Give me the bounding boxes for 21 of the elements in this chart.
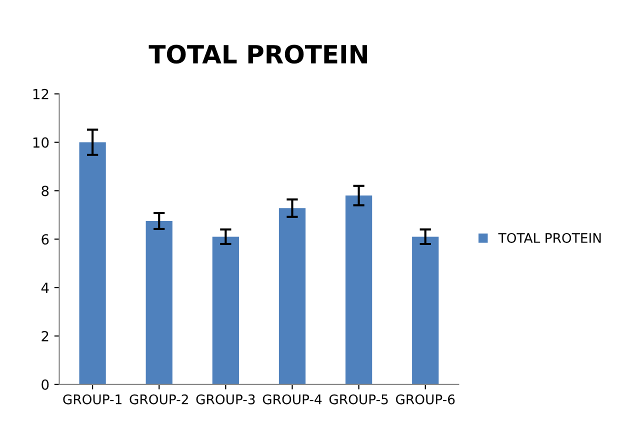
bar — [79, 142, 106, 384]
legend-label: TOTAL PROTEIN — [498, 232, 601, 243]
x-tick-label: GROUP-5 — [329, 394, 388, 404]
y-tick-label: 10 — [33, 137, 49, 148]
y-tick-label: 8 — [42, 186, 49, 196]
x-tick-label: GROUP-1 — [63, 394, 122, 404]
x-tick-label: GROUP-6 — [396, 394, 455, 404]
bar — [146, 220, 172, 384]
bar — [212, 236, 239, 384]
bar — [345, 196, 372, 384]
x-tick-label: GROUP-2 — [130, 394, 188, 404]
bar — [412, 236, 439, 384]
y-tick-label: 4 — [41, 282, 49, 293]
bar — [278, 208, 306, 384]
y-tick-label: 12 — [33, 88, 48, 100]
chart-title: TOTAL PROTEIN — [148, 44, 367, 64]
y-tick-label: 2 — [42, 330, 48, 342]
y-tick-label: 0 — [42, 379, 49, 390]
x-tick-label: GROUP-4 — [262, 394, 322, 404]
x-tick-label: GROUP-3 — [196, 394, 255, 404]
y-tick-label: 6 — [42, 234, 49, 245]
